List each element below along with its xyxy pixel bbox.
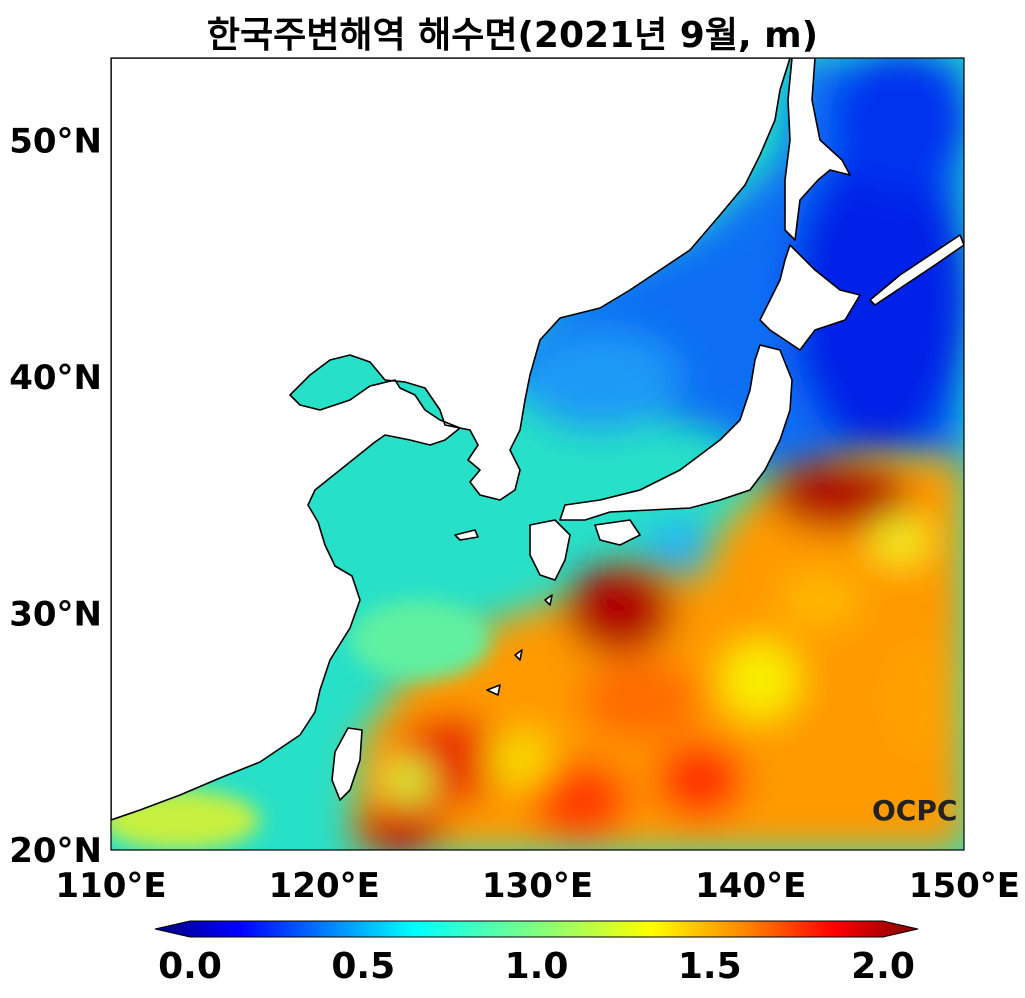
sea-level-field (111, 58, 964, 850)
lat-tick-label: 30°N (9, 595, 102, 635)
colorbar-strip (154, 920, 919, 938)
colorbar: 0.0 0.5 1.0 1.5 2.0 (154, 920, 919, 987)
lon-tick-label: 140°E (695, 866, 806, 906)
lon-tick-label: 120°E (269, 866, 380, 906)
colorbar-tick-label: 1.0 (505, 946, 569, 987)
colorbar-ticks: 0.0 0.5 1.0 1.5 2.0 (158, 946, 915, 987)
lat-tick-label: 40°N (9, 358, 102, 398)
map-title: 한국주변해역 해수면(2021년 9월, m) (206, 15, 819, 56)
land-mass (111, 58, 964, 821)
latitude-axis: 20°N 30°N 40°N 50°N (9, 122, 102, 871)
longitude-axis: 110°E 120°E 130°E 140°E 150°E (55, 866, 1020, 906)
lon-tick-label: 110°E (55, 866, 166, 906)
colorbar-tick-label: 0.5 (331, 946, 395, 987)
lat-tick-label: 20°N (9, 831, 102, 871)
ocpc-logo: OCPC (872, 794, 958, 827)
lon-tick-label: 130°E (482, 866, 593, 906)
lat-tick-label: 50°N (9, 122, 102, 162)
lon-tick-label: 150°E (909, 866, 1020, 906)
map-frame (110, 57, 965, 851)
colorbar-tick-label: 0.0 (158, 946, 222, 987)
colorbar-tick-label: 2.0 (851, 946, 915, 987)
colorbar-tick-label: 1.5 (678, 946, 742, 987)
